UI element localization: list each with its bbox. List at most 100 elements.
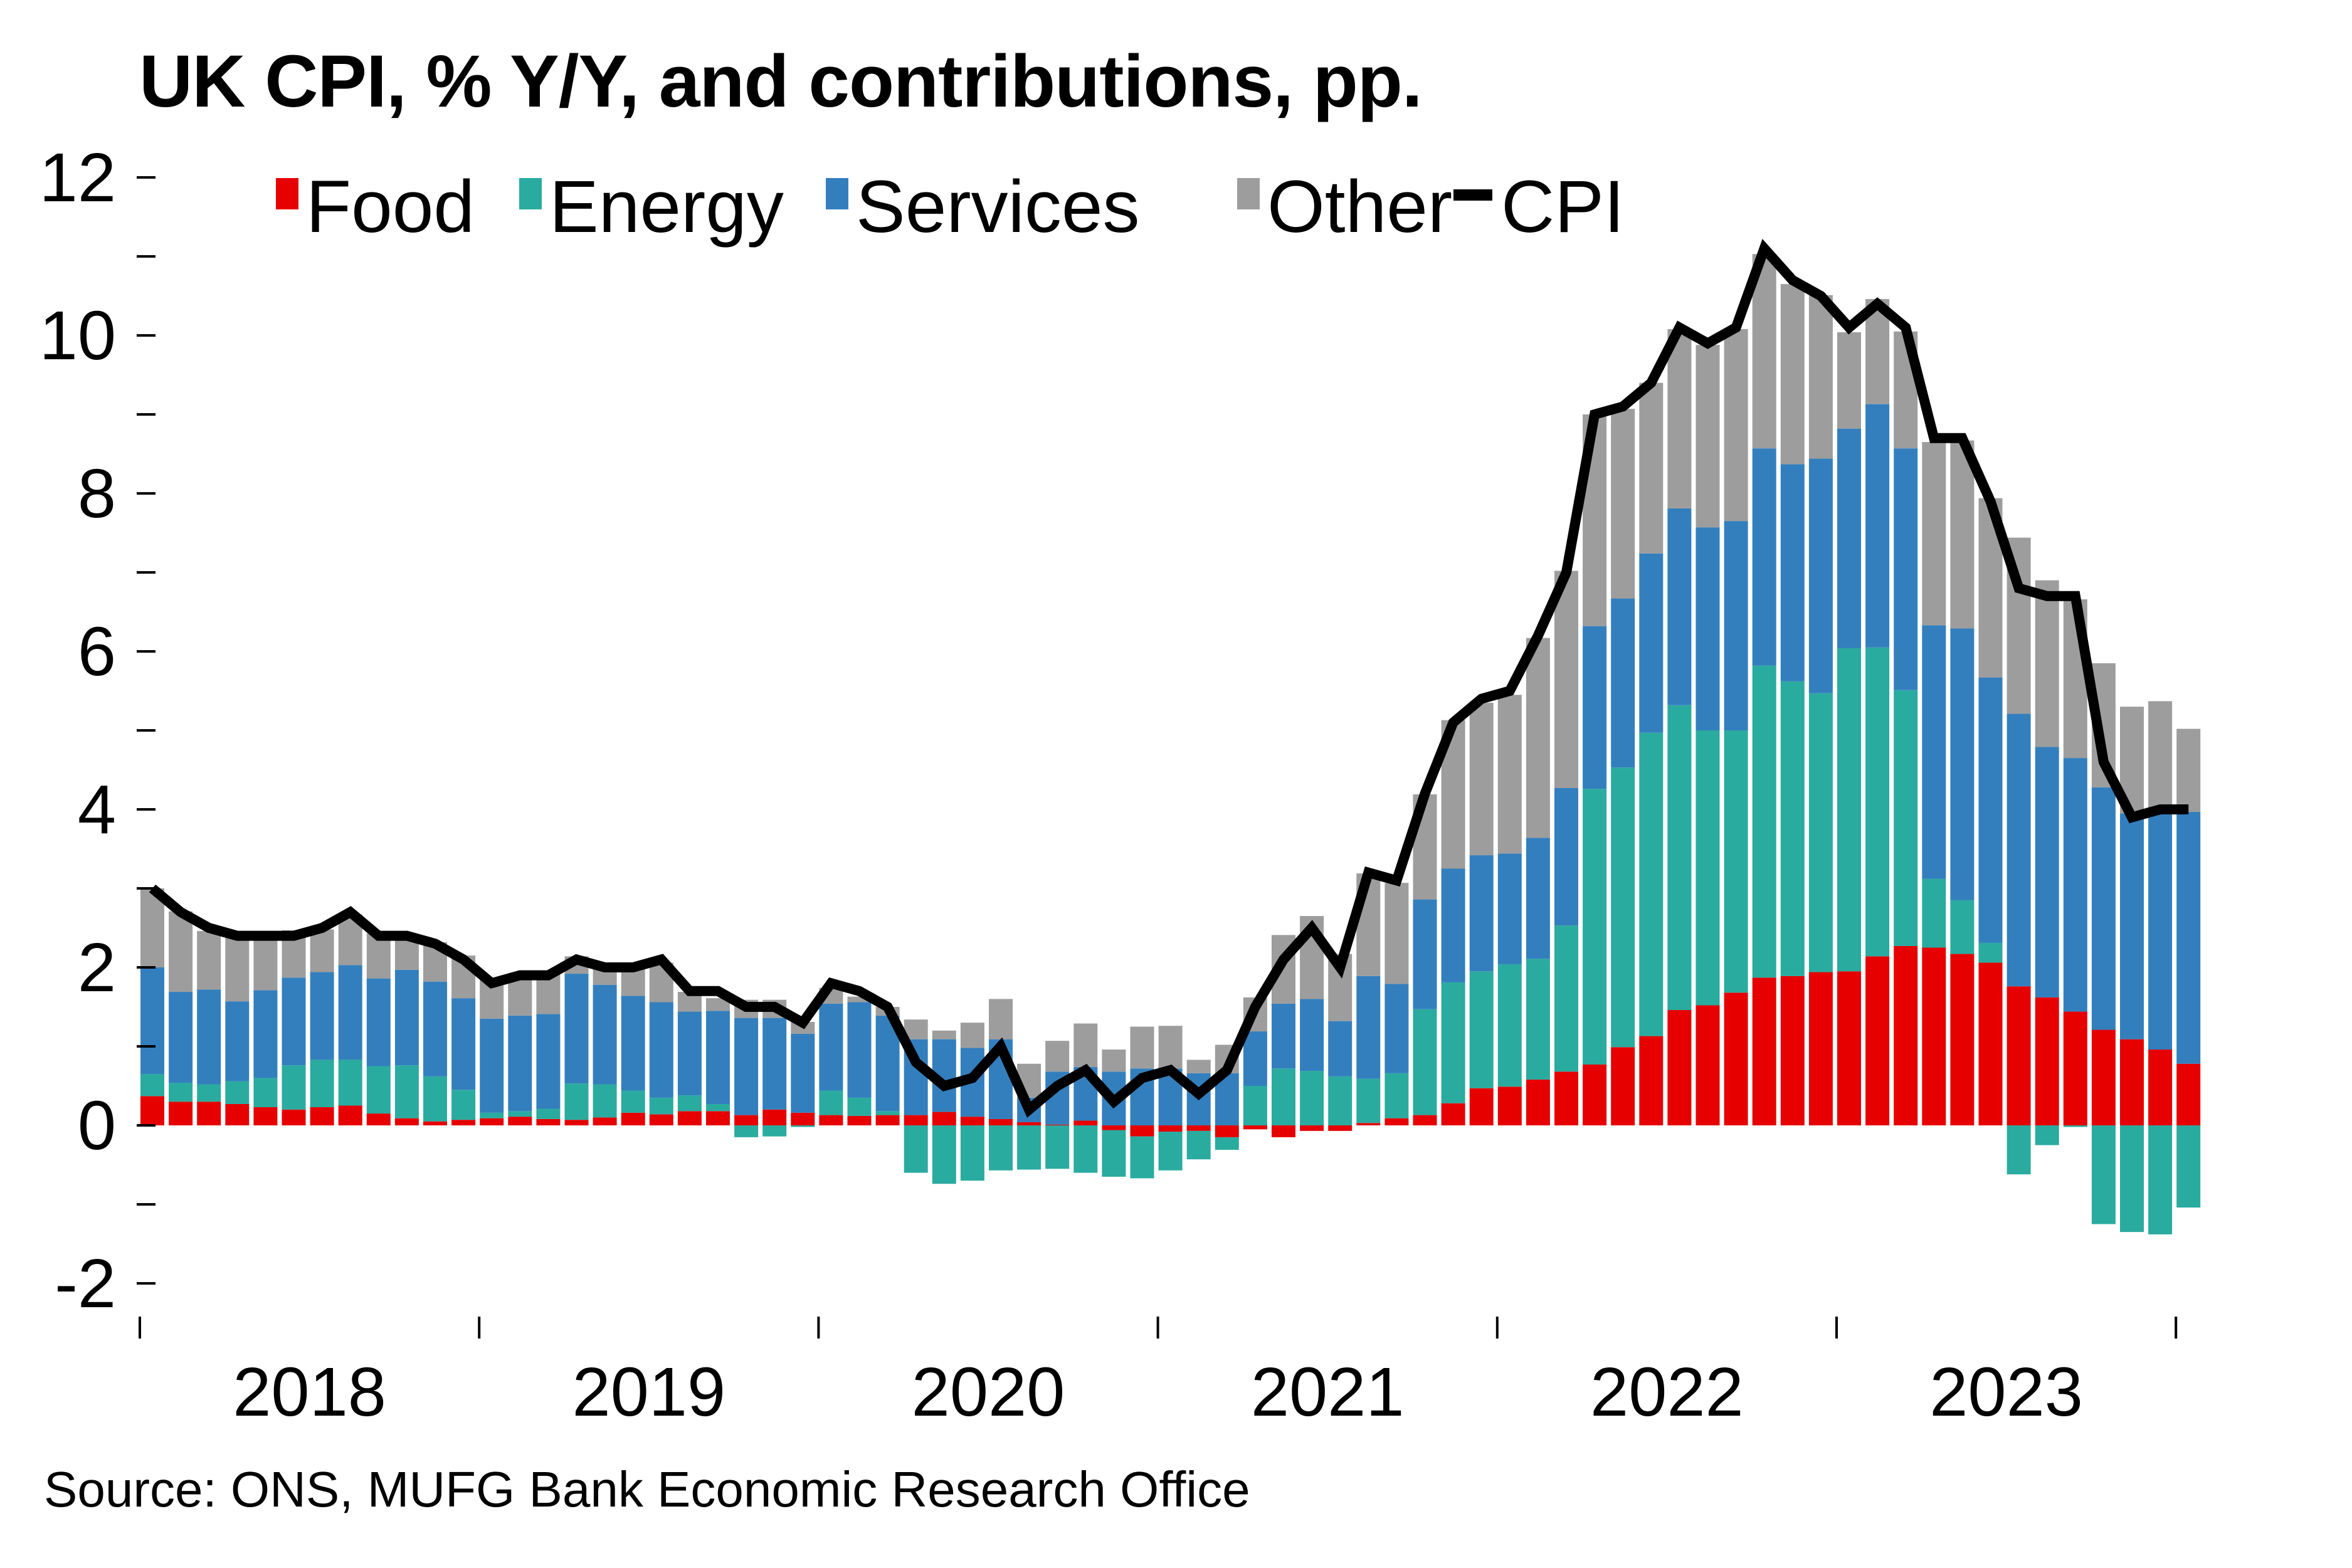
bar-other-2022-07: [1667, 329, 1692, 508]
bar-food-2022-06: [1639, 1036, 1664, 1125]
bar-services-2019-07: [649, 1002, 673, 1098]
bar-food-2018-03: [197, 1102, 221, 1125]
bar-energy-2020-01: [819, 1090, 843, 1115]
bar-energy-2020-12: [1130, 1136, 1154, 1179]
legend-label-other: Other: [1267, 166, 1452, 248]
bar-energy-2018-10: [394, 1065, 419, 1118]
bar-other-2023-05: [1950, 440, 1975, 629]
bar-food-2019-02: [508, 1117, 532, 1125]
bar-services-2022-11: [1780, 464, 1805, 681]
cpi-line-layer: [149, 239, 2189, 1118]
bar-food-2023-02: [1865, 956, 1890, 1125]
bar-services-2019-05: [593, 984, 617, 1085]
bar-other-2020-12: [1130, 1026, 1154, 1069]
bar-other-2020-06: [960, 1023, 984, 1048]
bar-services-2018-02: [169, 992, 193, 1083]
bar-food-2020-10: [1073, 1120, 1098, 1125]
bar-energy-2020-08: [1017, 1125, 1042, 1170]
bar-food-2018-12: [451, 1120, 476, 1125]
x-tick-label: 2022: [1590, 1354, 1744, 1431]
bar-food-2021-01: [1158, 1125, 1183, 1132]
y-tick-label: -2: [55, 1245, 116, 1322]
bar-energy-2021-11: [1441, 982, 1465, 1103]
bar-other-2021-12: [1469, 702, 1494, 856]
bar-services-2024-01: [2176, 811, 2201, 1064]
bar-food-2022-05: [1611, 1047, 1635, 1125]
bar-food-2023-06: [1978, 962, 2003, 1125]
bar-energy-2021-05: [1272, 1068, 1295, 1125]
bar-energy-2018-12: [451, 1090, 476, 1120]
bar-energy-2020-11: [1102, 1130, 1126, 1177]
bar-services-2019-10: [734, 1018, 759, 1115]
bar-food-2020-06: [960, 1117, 984, 1125]
bar-energy-2023-03: [1894, 690, 1918, 946]
bar-energy-2019-04: [564, 1083, 589, 1120]
bar-services-2023-09: [2063, 758, 2087, 1012]
bar-energy-2022-09: [1724, 730, 1748, 993]
bar-services-2019-02: [508, 1015, 532, 1112]
bar-food-2020-02: [847, 1115, 872, 1125]
bar-food-2021-12: [1469, 1088, 1494, 1125]
bar-food-2023-11: [2120, 1039, 2144, 1125]
bar-services-2018-10: [394, 969, 419, 1066]
bar-energy-2022-03: [1554, 925, 1578, 1072]
bar-other-2022-02: [1526, 638, 1550, 838]
bar-energy-2020-04: [904, 1125, 928, 1173]
bar-other-2022-10: [1752, 254, 1776, 449]
bar-other-2018-04: [225, 936, 250, 1002]
bar-other-2019-09: [706, 998, 730, 1011]
bar-other-2022-01: [1497, 695, 1522, 854]
bar-services-2021-08: [1356, 976, 1381, 1079]
bar-food-2019-09: [706, 1111, 730, 1125]
bar-energy-2023-12: [2148, 1125, 2173, 1234]
bar-energy-2020-03: [875, 1111, 900, 1115]
bar-other-2020-11: [1102, 1050, 1126, 1072]
bar-energy-2021-04: [1243, 1086, 1267, 1125]
bar-services-2019-03: [536, 1014, 561, 1109]
bar-services-2018-12: [451, 998, 476, 1090]
bar-other-2024-01: [2176, 729, 2201, 812]
bar-services-2022-07: [1667, 508, 1692, 705]
bar-energy-2020-02: [847, 1097, 872, 1116]
bar-other-2018-02: [169, 911, 193, 992]
y-tick-label: 10: [40, 297, 116, 374]
bar-energy-2022-01: [1497, 964, 1522, 1087]
source-note: Source: ONS, MUFG Bank Economic Research…: [44, 1461, 1250, 1517]
legend-swatch-energy: [519, 178, 542, 209]
bar-other-2022-12: [1808, 295, 1833, 459]
bar-food-2020-04: [904, 1115, 928, 1125]
bar-energy-2018-09: [366, 1066, 391, 1114]
bar-food-2022-07: [1667, 1010, 1692, 1125]
bar-food-2020-01: [819, 1115, 843, 1125]
bar-energy-2021-09: [1384, 1073, 1409, 1118]
bar-food-2019-01: [480, 1118, 504, 1125]
bar-services-2019-09: [706, 1011, 730, 1104]
bar-food-2021-04: [1243, 1125, 1267, 1130]
bar-services-2022-03: [1554, 787, 1578, 926]
bar-energy-2024-01: [2176, 1125, 2201, 1208]
bar-food-2018-05: [253, 1107, 278, 1125]
legend: Food Energy Services Other CPI: [276, 166, 1625, 248]
bar-energy-2019-06: [621, 1090, 645, 1113]
bar-energy-2020-05: [932, 1125, 956, 1184]
bar-services-2023-08: [2035, 747, 2059, 997]
bar-food-2023-03: [1894, 945, 1918, 1125]
bar-energy-2019-01: [480, 1112, 504, 1118]
bar-other-2022-05: [1611, 409, 1635, 599]
bar-energy-2023-08: [2035, 1125, 2059, 1145]
bar-energy-2021-07: [1328, 1076, 1353, 1125]
bar-energy-2018-11: [423, 1076, 447, 1122]
legend-label-food: Food: [306, 166, 475, 248]
bar-energy-2021-06: [1300, 1071, 1324, 1125]
bar-food-2021-07: [1328, 1125, 1353, 1131]
bar-services-2023-07: [2007, 713, 2031, 987]
y-tick-label: 8: [78, 455, 116, 532]
bar-energy-2018-07: [310, 1060, 334, 1108]
bar-services-2023-10: [2091, 787, 2116, 1030]
bar-services-2023-03: [1894, 448, 1918, 690]
bar-food-2019-12: [791, 1112, 815, 1125]
bar-energy-2018-03: [197, 1084, 221, 1102]
bar-food-2020-12: [1130, 1125, 1154, 1137]
bar-services-2021-07: [1328, 1021, 1353, 1076]
